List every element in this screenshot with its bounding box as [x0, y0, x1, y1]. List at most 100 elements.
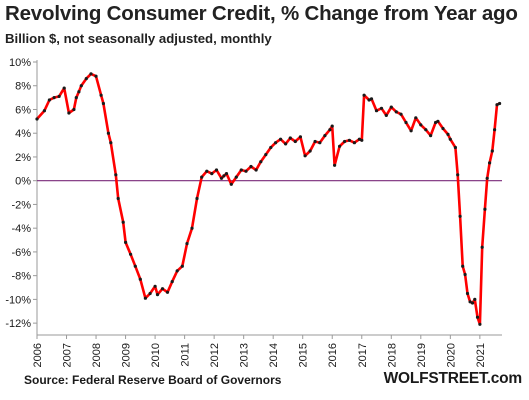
x-tick-label: 2015: [298, 343, 310, 367]
data-point: [116, 196, 120, 201]
x-tick-label: 2008: [91, 343, 103, 367]
data-point: [490, 149, 494, 153]
data-point: [369, 97, 374, 101]
data-point: [180, 264, 184, 268]
data-point: [224, 172, 229, 176]
data-point: [254, 168, 258, 172]
data-point: [448, 137, 452, 141]
data-point: [394, 110, 398, 114]
data-point: [205, 169, 209, 173]
y-tick-label: 0%: [15, 176, 31, 188]
data-point: [124, 240, 128, 244]
data-point: [99, 93, 103, 97]
y-tick-label: -10%: [5, 294, 31, 306]
data-point: [84, 77, 88, 81]
data-point: [485, 176, 489, 180]
data-point: [446, 132, 450, 136]
data-point: [456, 173, 460, 177]
series-line: [35, 72, 501, 326]
data-point: [94, 74, 98, 78]
data-point: [210, 172, 214, 176]
y-tick-label: -4%: [11, 223, 31, 235]
data-point: [47, 98, 52, 102]
data-point: [343, 139, 347, 144]
x-tick-label: 2013: [239, 343, 251, 367]
data-point: [222, 174, 226, 178]
y-tick-label: 6%: [15, 104, 31, 116]
data-point: [298, 135, 302, 139]
y-tick-label: -6%: [11, 247, 31, 259]
data-point: [279, 137, 283, 141]
data-point: [155, 293, 160, 297]
y-tick-label: -2%: [11, 199, 31, 211]
data-point: [357, 137, 361, 141]
data-point: [414, 116, 418, 120]
data-point: [293, 139, 297, 144]
plot-area: [35, 72, 502, 326]
data-point: [429, 134, 433, 138]
data-point: [458, 214, 462, 218]
data-point: [143, 296, 147, 300]
data-point: [461, 264, 465, 268]
data-point: [219, 176, 224, 180]
x-axis: 2006 2007 2008 2009 2010 2011 2012 2013 2014 2015…: [32, 334, 502, 367]
data-point: [195, 196, 199, 201]
data-point: [288, 136, 292, 140]
data-point: [239, 168, 243, 172]
data-point: [89, 72, 93, 76]
data-point: [62, 86, 66, 90]
x-tick-label: 2014: [268, 343, 280, 367]
source-note: Source: Federal Reserve Board of Governo…: [24, 373, 282, 387]
data-point: [109, 141, 113, 145]
data-point: [259, 160, 263, 164]
data-point: [72, 107, 76, 112]
chart-subtitle: Billion $, not seasonally adjusted, mont…: [5, 31, 272, 46]
data-point: [409, 129, 413, 133]
x-tick-label: 2021: [475, 343, 487, 367]
data-point: [463, 272, 467, 277]
data-point: [488, 161, 492, 165]
x-tick-label: 2017: [357, 343, 369, 367]
data-point: [360, 138, 364, 142]
data-point: [148, 291, 152, 296]
data-point: [384, 113, 388, 117]
data-point: [249, 164, 253, 169]
data-point: [475, 315, 480, 319]
data-point: [470, 301, 475, 305]
data-point: [234, 175, 238, 179]
data-point: [453, 145, 457, 150]
data-point: [264, 153, 268, 157]
chart-title: Revolving Consumer Credit, % Change from…: [5, 2, 518, 25]
data-point: [441, 126, 445, 131]
data-point: [480, 245, 484, 249]
data-point: [77, 90, 81, 94]
data-point: [35, 117, 39, 121]
data-point: [483, 207, 487, 211]
data-point: [338, 144, 342, 148]
data-point: [465, 291, 470, 296]
brand-logo: WOLFSTREET.com: [383, 370, 523, 387]
data-point: [190, 226, 194, 230]
data-point: [389, 105, 393, 109]
x-tick-label: 2010: [150, 343, 162, 367]
y-tick-label: -8%: [11, 271, 31, 283]
x-tick-label: 2011: [180, 343, 192, 367]
data-point: [498, 101, 502, 106]
x-tick-label: 2016: [327, 343, 339, 367]
data-point: [129, 252, 133, 256]
data-point: [79, 84, 83, 88]
x-tick-label: 2018: [386, 343, 398, 367]
data-point: [478, 322, 482, 326]
data-point: [313, 139, 317, 144]
data-point: [367, 98, 371, 102]
data-point: [347, 138, 351, 142]
data-point: [419, 123, 423, 127]
data-point: [473, 297, 477, 301]
data-point: [399, 112, 403, 116]
data-point: [200, 175, 204, 179]
data-point: [495, 103, 499, 107]
data-point: [57, 94, 61, 98]
data-point: [67, 111, 71, 115]
data-point: [42, 109, 47, 113]
